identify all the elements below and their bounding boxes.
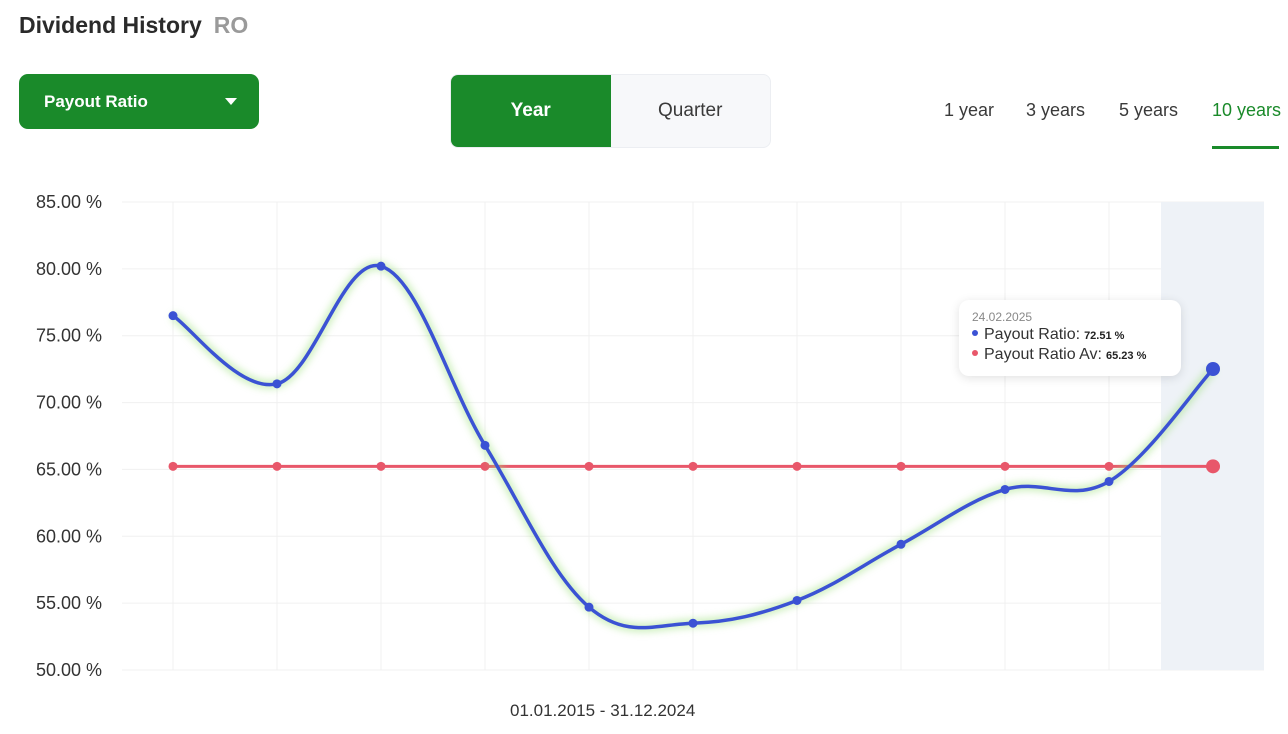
- title-text: Dividend History: [19, 12, 202, 38]
- metric-dropdown[interactable]: Payout Ratio: [19, 74, 259, 129]
- period-quarter-button[interactable]: Quarter: [658, 100, 723, 121]
- tooltip-label: Payout Ratio Av:: [984, 346, 1102, 363]
- y-tick-label: 65.00 %: [36, 459, 102, 479]
- range-tabs: 1 year 3 years 5 years 10 years: [0, 100, 1288, 150]
- data-point-average: [792, 461, 802, 471]
- period-toggle: Year Quarter: [450, 74, 771, 148]
- y-tick-label: 70.00 %: [36, 393, 102, 413]
- hover-column-highlight: [1161, 202, 1264, 670]
- payout-ratio-chart: 85.00 % 80.00 % 75.00 % 70.00 % 65.00 % 60.00…: [36, 192, 1264, 680]
- data-point-average: [1104, 461, 1114, 471]
- data-point-payout-ratio: [688, 618, 698, 628]
- data-point-average: [1000, 461, 1010, 471]
- tooltip-value: 72.51 %: [1084, 330, 1125, 342]
- y-tick-label: 75.00 %: [36, 326, 102, 346]
- data-point-average: [896, 461, 906, 471]
- data-point-payout-ratio: [1206, 362, 1220, 377]
- page-title: Dividend History RO: [19, 12, 248, 39]
- y-tick-label: 80.00 %: [36, 259, 102, 279]
- y-tick-label: 60.00 %: [36, 526, 102, 546]
- data-point-average: [688, 461, 698, 471]
- x-axis-label: 01.01.2015 - 31.12.2024: [510, 701, 696, 720]
- data-point-average: [1206, 459, 1220, 474]
- metric-dropdown-label: Payout Ratio: [44, 91, 148, 111]
- data-point-payout-ratio: [376, 261, 386, 271]
- data-point-payout-ratio: [1104, 476, 1114, 486]
- data-point-payout-ratio: [584, 602, 594, 612]
- data-point-average: [272, 461, 282, 471]
- tooltip-label: Payout Ratio:: [984, 326, 1081, 343]
- data-point-payout-ratio: [168, 311, 178, 321]
- y-tick-label: 55.00 %: [36, 593, 102, 613]
- tooltip-date: 24.02.2025: [972, 310, 1033, 324]
- data-point-payout-ratio: [896, 539, 906, 549]
- series-line-payout-ratio: [171, 263, 1215, 630]
- range-tab-5-years[interactable]: 5 years: [1119, 100, 1179, 120]
- series-dot-icon: [972, 349, 978, 356]
- tooltip-row-payout: Payout Ratio: 72.51 %: [972, 326, 1181, 344]
- active-range-underline: [1212, 146, 1279, 149]
- data-point-average: [584, 461, 594, 471]
- data-point-payout-ratio: [480, 440, 490, 450]
- tooltip-value: 65.23 %: [1106, 350, 1147, 362]
- range-tab-10-years[interactable]: 10 years: [1212, 100, 1282, 120]
- y-tick-label: 50.00 %: [36, 660, 102, 680]
- period-year-button[interactable]: Year: [451, 75, 611, 147]
- range-tab-1-year[interactable]: 1 year: [944, 100, 995, 120]
- data-point-payout-ratio: [792, 595, 802, 605]
- y-tick-label: 85.00 %: [36, 192, 102, 212]
- data-point-average: [168, 461, 178, 471]
- chart-tooltip: 24.02.2025 Payout Ratio: 72.51 % Payout R…: [959, 300, 1181, 376]
- chevron-down-icon: [225, 98, 237, 105]
- tooltip-row-average: Payout Ratio Av: 65.23 %: [972, 346, 1181, 364]
- data-point-payout-ratio: [272, 379, 282, 389]
- range-tab-3-years[interactable]: 3 years: [1026, 100, 1086, 120]
- series-dot-icon: [972, 329, 978, 336]
- data-point-average: [376, 461, 386, 471]
- data-point-average: [480, 461, 490, 471]
- ticker-label: RO: [213, 12, 249, 38]
- data-point-payout-ratio: [1000, 484, 1010, 494]
